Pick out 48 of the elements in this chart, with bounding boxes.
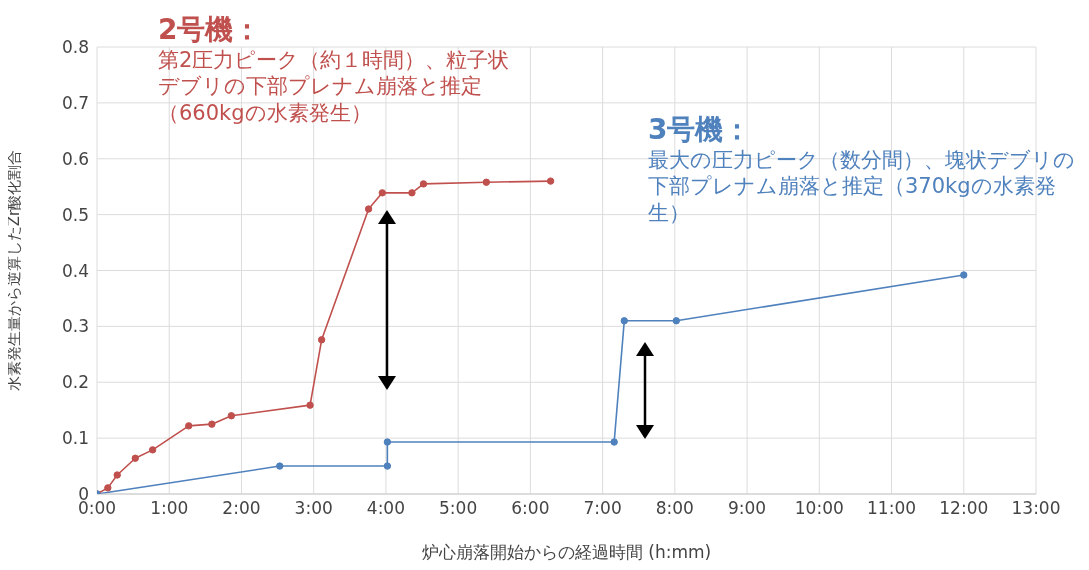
annotation: 最大の圧力ピーク（数分間）、塊状デブリの下部プレナム崩落と推定（370kgの水素発生） [648,147,1076,226]
x-axis-title: 炉心崩落開始からの経過時間 (h:mm) [421,542,712,562]
x-tick-label: 12:00 [939,498,989,519]
point [148,446,157,454]
point [383,462,392,470]
point [227,412,236,420]
x-tick-label: 7:00 [583,498,622,519]
point [610,438,618,446]
y-tick-label: 0.7 [61,92,89,113]
point [378,189,387,197]
y-tick-label: 0.1 [61,428,89,449]
x-tick-label: 3:00 [294,498,333,519]
y-tick-label: 0.4 [61,260,89,281]
annotation: 3号機： [648,112,753,147]
point [185,422,193,430]
x-tick-label: 9:00 [727,498,767,519]
point [306,401,314,409]
x-tick-label: 2:00 [222,498,261,519]
x-tick-label: 10:00 [794,498,844,519]
y-tick-label: 0.2 [61,372,89,393]
point [364,205,373,213]
point [113,471,121,479]
y-tick-label: 0.5 [61,204,89,225]
annotation: 第2圧力ピーク（約１時間）、粒子状デブリの下部プレナム崩落と推定（660kgの水素発生） [158,47,511,126]
point [276,462,284,470]
y-tick-label: 0.8 [61,37,89,58]
point [383,438,392,446]
x-tick-label: 6:00 [511,498,550,519]
point [408,189,416,197]
point [546,177,555,185]
point [672,317,680,325]
x-tick-label: 1:00 [150,498,189,519]
point [208,420,216,428]
x-tick-label: 13:00 [1011,498,1061,519]
point [317,336,326,344]
x-tick-label: 11:00 [867,498,917,519]
x-tick-label: 5:00 [439,498,478,519]
point [482,178,491,186]
x-tick-label: 4:00 [366,498,406,519]
y-tick-label: 0.6 [61,148,89,169]
point [104,484,112,492]
point [620,317,628,325]
point [131,454,139,462]
x-tick-label: 8:00 [655,498,694,519]
text: 2号機： [158,12,263,47]
point [419,180,428,188]
y-tick-label: 0.3 [61,316,89,337]
point [960,271,968,279]
